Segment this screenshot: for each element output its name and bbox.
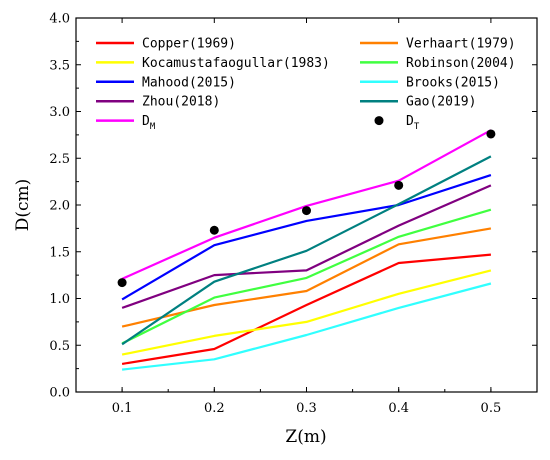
x-axis-label: Z(m) <box>285 427 326 447</box>
legend-label-text: Mahood(2015) <box>142 75 236 90</box>
data-point-dt <box>117 278 127 288</box>
legend: Copper(1969) Verhaart(1979) Kocamustafaogu… <box>96 37 516 132</box>
series-line-copper-1969 <box>121 253 491 365</box>
y-tick-label: 4.0 <box>49 12 70 27</box>
legend-label-dm: DM <box>142 114 156 132</box>
x-tick-label: 0.4 <box>388 401 409 416</box>
legend-label-verhaart-1979: Verhaart(1979) <box>406 37 516 52</box>
y-tick-label: 0.0 <box>49 386 70 401</box>
legend-label-subscript: M <box>150 122 156 132</box>
y-axis-label: D(cm) <box>13 179 33 232</box>
legend-label-text: Gao(2019) <box>406 95 476 110</box>
legend-label-text: Brooks(2015) <box>406 75 500 90</box>
y-tick-label: 2.5 <box>49 152 70 167</box>
legend-marker-dt <box>374 116 384 126</box>
series-line-kocamustafaogullar-1983 <box>121 269 492 356</box>
x-tick-label: 0.5 <box>481 401 502 416</box>
legend-label-robinson-2004: Robinson(2004) <box>406 56 516 71</box>
y-tick-label: 3.5 <box>49 58 70 73</box>
data-point-dt <box>302 206 311 216</box>
y-tick-label: 3.0 <box>49 105 70 120</box>
legend-label-gao-2019: Gao(2019) <box>406 95 476 110</box>
series-line-brooks-2015 <box>121 282 492 371</box>
legend-label-text: Copper(1969) <box>142 37 236 52</box>
series-line-zhou-2018 <box>121 184 492 309</box>
legend-label-dt: DT <box>406 114 420 132</box>
legend-label-text: D <box>406 114 414 129</box>
x-tick-label: 0.2 <box>204 401 225 416</box>
legend-label-text: D <box>142 114 150 129</box>
legend-label-subscript: T <box>414 122 420 132</box>
legend-label-kocamustafaogullar-1983: Kocamustafaogullar(1983) <box>142 56 330 71</box>
plot-lines <box>121 129 492 371</box>
series-line-robinson-2004 <box>121 208 492 345</box>
legend-label-copper-1969: Copper(1969) <box>142 37 236 52</box>
y-tick-label: 1.0 <box>49 292 70 307</box>
legend-label-text: Robinson(2004) <box>406 56 516 71</box>
x-tick-label: 0.3 <box>296 401 317 416</box>
legend-label-text: Verhaart(1979) <box>406 37 516 52</box>
legend-label-mahood-2015: Mahood(2015) <box>142 75 236 90</box>
legend-label-brooks-2015: Brooks(2015) <box>406 75 500 90</box>
legend-label-zhou-2018: Zhou(2018) <box>142 95 220 110</box>
y-tick-label: 1.5 <box>49 245 70 260</box>
series-line-mahood-2015 <box>121 174 492 301</box>
data-point-dt <box>209 225 219 235</box>
axis-ticks: 0.1 0.2 0.3 0.4 0.5 0.0 0.5 1.0 1.5 2.0 2.5 3.0 3.5 4… <box>49 12 538 416</box>
series-line-gao-2019 <box>121 155 492 346</box>
plot-points <box>117 129 496 288</box>
x-tick-label: 0.1 <box>112 401 133 416</box>
y-tick-label: 2.0 <box>49 199 70 214</box>
data-point-dt <box>394 180 404 190</box>
y-tick-label: 0.5 <box>49 339 70 354</box>
legend-label-text: Kocamustafaogullar(1983) <box>142 56 330 71</box>
legend-label-text: Zhou(2018) <box>142 95 220 110</box>
data-point-dt <box>486 129 496 139</box>
series-line-dm <box>121 129 492 280</box>
